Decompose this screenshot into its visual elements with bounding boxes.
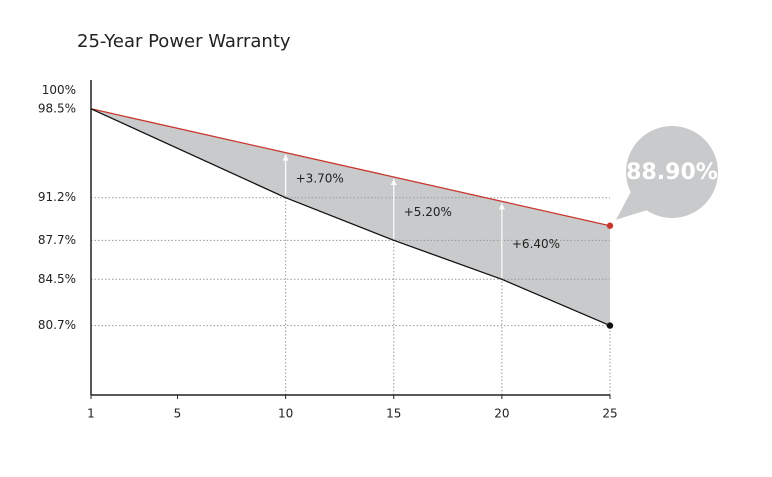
x-tick-label: 25 [602,407,617,421]
y-tick-label: 87.7% [38,233,76,247]
x-tick-label: 1 [87,407,95,421]
x-tick-label: 5 [174,407,182,421]
arrow-head [498,203,505,210]
x-tick-label: 15 [386,407,401,421]
series-line [90,108,611,227]
gap-label: +5.20% [404,205,452,219]
x-tick-label: 10 [278,407,293,421]
chart-title: 25-Year Power Warranty [77,31,291,52]
arrow-head [282,154,289,161]
y-tick-label: 84.5% [38,272,76,286]
x-tick-label: 20 [494,407,509,421]
callout-tail [616,186,654,220]
y-tick-label: 80.7% [38,318,76,332]
y-tick-label: 98.5% [38,101,76,115]
series-line [90,108,611,327]
callout-bubble [626,126,718,218]
gap-area [91,108,610,326]
gap-label: +3.70% [296,172,344,186]
gap-label: +6.40% [512,237,560,251]
y-tick-label: 100% [42,83,76,97]
end-point [606,222,614,229]
y-tick-label: 91.2% [38,190,76,204]
arrow-head [390,178,397,185]
callout-label: 88.90% [626,160,718,185]
end-point [606,322,614,329]
